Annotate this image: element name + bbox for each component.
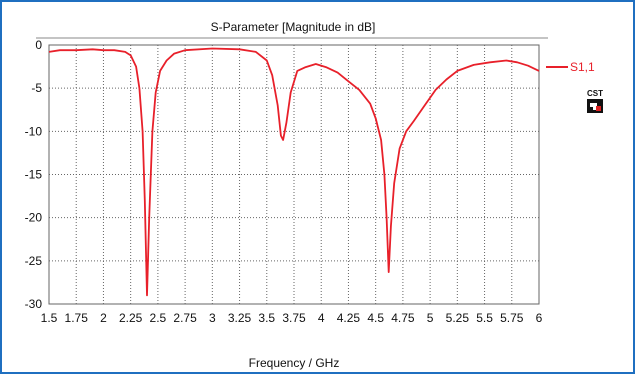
chart-title: S-Parameter [Magnitude in dB] (211, 20, 376, 34)
grid (49, 45, 539, 304)
x-tick-label: 5.5 (476, 311, 493, 325)
x-tick-label: 4 (318, 311, 325, 325)
x-tick-label: 4.75 (391, 311, 415, 325)
x-tick-label: 5.75 (500, 311, 524, 325)
y-tick-label: -15 (25, 168, 43, 182)
x-tick-label: 2.5 (150, 311, 167, 325)
x-tick-label: 5 (427, 311, 434, 325)
x-axis-title: Frequency / GHz (249, 356, 340, 370)
x-tick-label: 3.25 (228, 311, 252, 325)
x-tick-label: 4.25 (337, 311, 361, 325)
series-layer (48, 47, 540, 297)
cst-logo: CST (587, 89, 603, 113)
x-tick-label: 3.75 (282, 311, 306, 325)
y-tick-label: -10 (25, 124, 43, 138)
x-tick-label: 2 (100, 311, 107, 325)
y-tick-label: -5 (31, 81, 42, 95)
y-tick-label: -20 (25, 211, 43, 225)
x-tick-label: 5.25 (446, 311, 470, 325)
tick-labels: 1.5 1.75 2 2.25 2.5 2.75 3 3.25 3.5 3.75 4 4.25 4.5 4… (25, 38, 543, 325)
x-tick-label: 6 (536, 311, 543, 325)
series-line-s11 (48, 47, 540, 297)
legend: S1,1 (546, 60, 595, 74)
x-tick-label: 1.5 (41, 311, 58, 325)
y-tick-label: -30 (25, 297, 43, 311)
x-tick-label: 4.5 (367, 311, 384, 325)
x-tick-label: 3 (209, 311, 216, 325)
y-tick-label: 0 (35, 38, 42, 52)
y-tick-label: -25 (25, 254, 43, 268)
x-tick-label: 3.5 (258, 311, 275, 325)
x-tick-label: 2.25 (119, 311, 143, 325)
x-tick-label: 2.75 (173, 311, 197, 325)
logo-mark-accent (596, 106, 601, 111)
legend-label: S1,1 (570, 60, 595, 74)
logo-mark-shape (590, 103, 597, 110)
x-tick-label: 1.75 (65, 311, 89, 325)
logo-text: CST (587, 89, 603, 98)
